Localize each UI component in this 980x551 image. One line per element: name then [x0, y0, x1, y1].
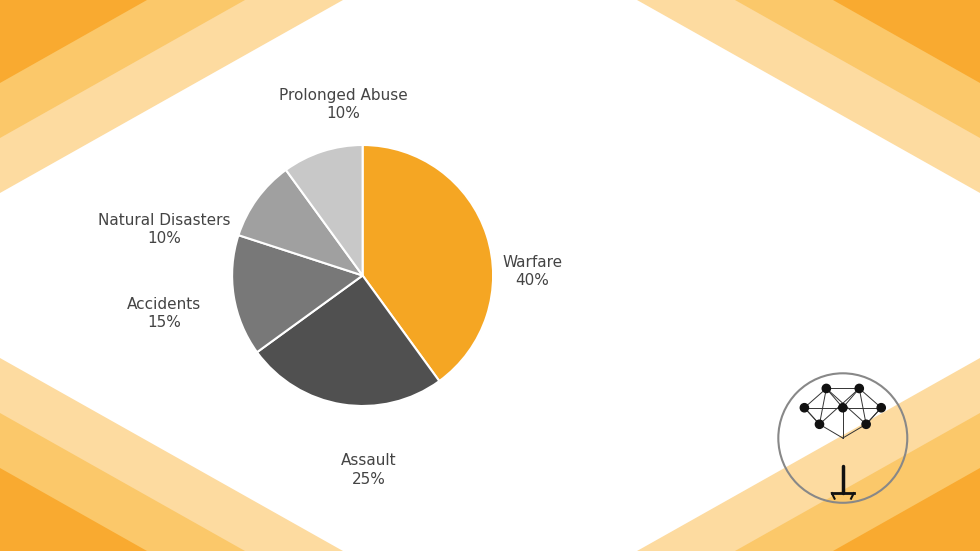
Text: Accidents: Accidents: [127, 296, 201, 312]
Polygon shape: [0, 413, 245, 551]
Circle shape: [877, 403, 885, 412]
Polygon shape: [0, 0, 343, 193]
Text: 25%: 25%: [352, 472, 386, 487]
Text: Prolonged Abuse: Prolonged Abuse: [278, 88, 408, 103]
Polygon shape: [833, 468, 980, 551]
Polygon shape: [0, 468, 147, 551]
Polygon shape: [0, 0, 245, 138]
Polygon shape: [637, 358, 980, 551]
Wedge shape: [286, 145, 363, 276]
Circle shape: [815, 420, 823, 429]
Text: Warfare: Warfare: [502, 255, 563, 270]
Text: 40%: 40%: [515, 273, 549, 288]
Circle shape: [862, 420, 870, 429]
Text: 15%: 15%: [147, 315, 181, 330]
Text: Natural Disasters: Natural Disasters: [98, 213, 230, 228]
Circle shape: [801, 403, 808, 412]
Polygon shape: [637, 0, 980, 193]
Wedge shape: [363, 145, 493, 381]
Circle shape: [839, 403, 847, 412]
Wedge shape: [257, 276, 439, 406]
Polygon shape: [735, 413, 980, 551]
Circle shape: [822, 385, 830, 392]
Text: 10%: 10%: [147, 231, 181, 246]
Text: 10%: 10%: [326, 106, 360, 121]
Polygon shape: [833, 0, 980, 83]
Polygon shape: [0, 358, 343, 551]
Wedge shape: [238, 170, 363, 276]
Wedge shape: [232, 235, 363, 352]
Polygon shape: [0, 0, 147, 83]
Polygon shape: [735, 0, 980, 138]
Circle shape: [856, 385, 863, 392]
Text: Assault: Assault: [341, 453, 397, 468]
